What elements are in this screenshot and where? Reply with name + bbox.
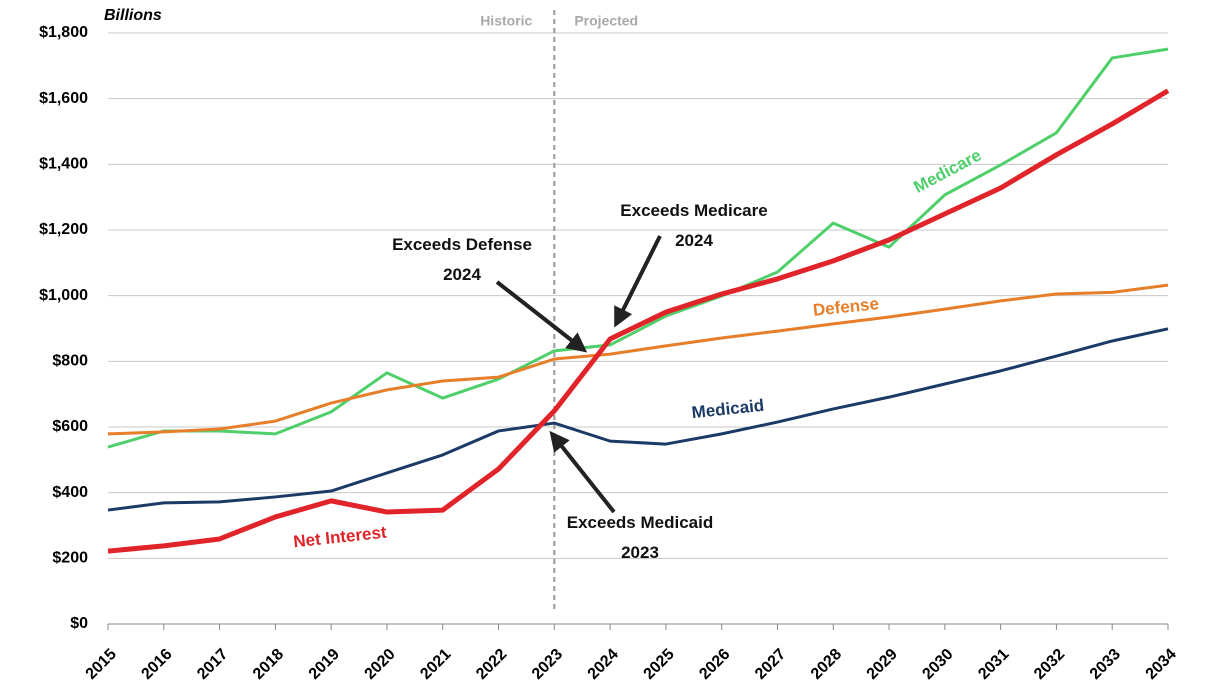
series-line — [107, 283, 1169, 436]
x-tick-label: 2024 — [585, 646, 622, 683]
x-tick-label: 2030 — [919, 646, 956, 683]
x-tick-label: 2022 — [473, 646, 510, 683]
x-tick-label: 2033 — [1087, 646, 1124, 683]
series-label: Defense — [812, 294, 880, 320]
arrow — [549, 430, 616, 514]
x-tick-label: 2016 — [138, 646, 175, 683]
y-tick-label: $0 — [70, 615, 88, 632]
series-label: Medicaid — [691, 396, 765, 423]
annotation: Exceeds Medicaid 2023 — [567, 513, 713, 562]
y-tick-label: $1,400 — [39, 156, 88, 173]
y-tick-label: $400 — [52, 484, 88, 501]
series-label: Net Interest — [292, 523, 387, 552]
y-tick-label: $800 — [52, 353, 88, 370]
x-tick-label: 2029 — [864, 646, 901, 683]
x-tick-label: 2032 — [1031, 646, 1068, 683]
x-tick-label: 2020 — [362, 646, 399, 683]
period-label: Projected — [574, 13, 638, 29]
x-tick-label: 2018 — [250, 646, 287, 683]
x-tick-label: 2021 — [417, 646, 454, 683]
y-tick-label: $600 — [52, 418, 88, 435]
period-label: Historic — [480, 13, 532, 29]
arrow — [495, 280, 588, 353]
series-line — [107, 327, 1169, 512]
x-tick-label: 2031 — [975, 646, 1012, 683]
arrows — [495, 235, 662, 514]
annotation: Exceeds Medicare 2024 — [620, 201, 767, 250]
y-tick-label: $1,000 — [39, 287, 88, 304]
y-tick-label: $1,800 — [39, 24, 88, 41]
series-label: Medicare — [911, 145, 985, 196]
x-tick-label: 2023 — [529, 646, 566, 683]
series-line — [107, 47, 1169, 449]
x-tick-label: 2015 — [83, 646, 120, 683]
y-tick-label: $200 — [52, 550, 88, 567]
x-tick-label: 2026 — [696, 646, 733, 683]
y-tick-label: $1,600 — [39, 90, 88, 107]
x-tick-label: 2019 — [306, 646, 343, 683]
x-tick-label: 2028 — [808, 646, 845, 683]
annotation: Exceeds Defense 2024 — [392, 235, 532, 284]
y-tick-label: $1,200 — [39, 221, 88, 238]
y-axis-label: Billions — [104, 7, 162, 24]
x-tick-label: 2025 — [641, 646, 678, 683]
x-tick-label: 2017 — [194, 646, 231, 683]
arrow — [614, 235, 662, 328]
series-line — [107, 88, 1170, 554]
x-tick-label: 2027 — [752, 646, 789, 683]
x-tick-label: 2034 — [1143, 646, 1180, 683]
